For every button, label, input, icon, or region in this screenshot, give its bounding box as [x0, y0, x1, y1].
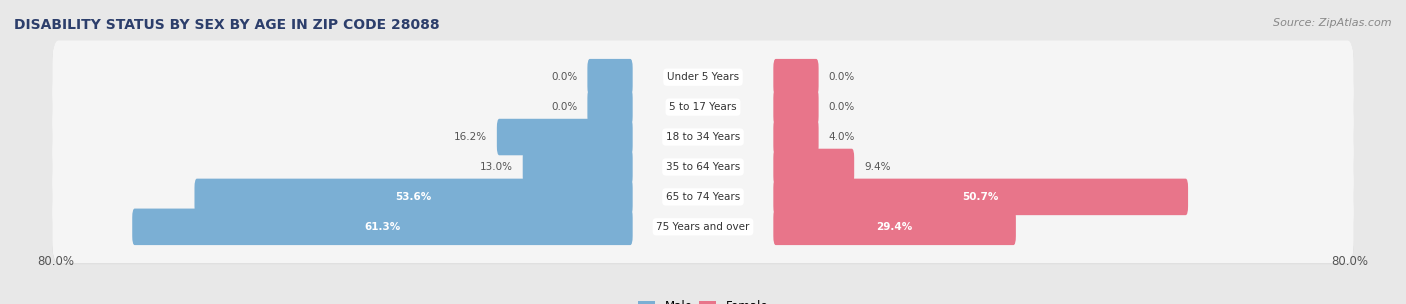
Legend: Male, Female: Male, Female: [633, 295, 773, 304]
Text: 65 to 74 Years: 65 to 74 Years: [666, 192, 740, 202]
FancyBboxPatch shape: [52, 41, 1354, 114]
FancyBboxPatch shape: [773, 209, 1017, 245]
FancyBboxPatch shape: [52, 71, 1354, 144]
Text: 5 to 17 Years: 5 to 17 Years: [669, 102, 737, 112]
FancyBboxPatch shape: [496, 119, 633, 155]
FancyBboxPatch shape: [52, 161, 1354, 234]
FancyBboxPatch shape: [52, 100, 1354, 174]
Text: 0.0%: 0.0%: [828, 102, 855, 112]
Text: Under 5 Years: Under 5 Years: [666, 72, 740, 82]
Text: 0.0%: 0.0%: [551, 72, 578, 82]
Text: 18 to 34 Years: 18 to 34 Years: [666, 132, 740, 142]
Text: 9.4%: 9.4%: [863, 162, 890, 172]
Text: DISABILITY STATUS BY SEX BY AGE IN ZIP CODE 28088: DISABILITY STATUS BY SEX BY AGE IN ZIP C…: [14, 18, 440, 32]
FancyBboxPatch shape: [194, 179, 633, 215]
FancyBboxPatch shape: [588, 89, 633, 125]
FancyBboxPatch shape: [132, 209, 633, 245]
Text: 16.2%: 16.2%: [454, 132, 486, 142]
Text: Source: ZipAtlas.com: Source: ZipAtlas.com: [1274, 18, 1392, 28]
FancyBboxPatch shape: [52, 191, 1354, 264]
FancyBboxPatch shape: [52, 101, 1354, 174]
FancyBboxPatch shape: [52, 71, 1354, 144]
Text: 13.0%: 13.0%: [479, 162, 513, 172]
Text: 50.7%: 50.7%: [963, 192, 998, 202]
FancyBboxPatch shape: [773, 59, 818, 95]
FancyBboxPatch shape: [52, 40, 1354, 114]
FancyBboxPatch shape: [52, 130, 1354, 204]
FancyBboxPatch shape: [523, 149, 633, 185]
FancyBboxPatch shape: [588, 59, 633, 95]
FancyBboxPatch shape: [773, 119, 818, 155]
FancyBboxPatch shape: [773, 149, 855, 185]
FancyBboxPatch shape: [52, 190, 1354, 264]
Text: 61.3%: 61.3%: [364, 222, 401, 232]
Text: 4.0%: 4.0%: [828, 132, 855, 142]
Text: 0.0%: 0.0%: [828, 72, 855, 82]
Text: 75 Years and over: 75 Years and over: [657, 222, 749, 232]
Text: 35 to 64 Years: 35 to 64 Years: [666, 162, 740, 172]
Text: 29.4%: 29.4%: [876, 222, 912, 232]
FancyBboxPatch shape: [52, 131, 1354, 204]
Text: 0.0%: 0.0%: [551, 102, 578, 112]
FancyBboxPatch shape: [52, 160, 1354, 233]
Text: 53.6%: 53.6%: [395, 192, 432, 202]
FancyBboxPatch shape: [773, 179, 1188, 215]
FancyBboxPatch shape: [773, 89, 818, 125]
